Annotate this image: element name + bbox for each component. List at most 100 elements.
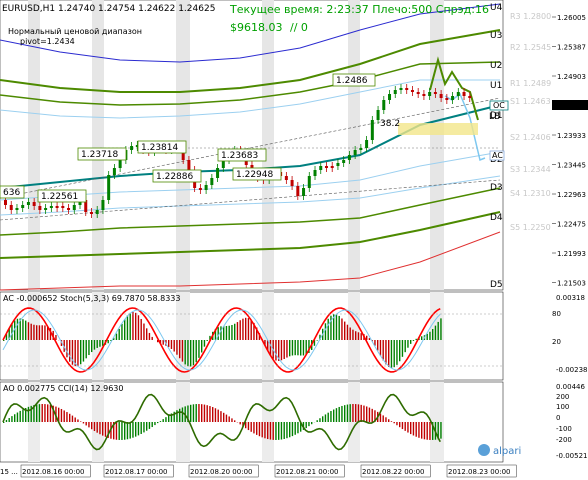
ao-bar [212,407,214,422]
ao-bar [335,408,338,422]
ac-bar [159,340,162,344]
ac-bar [74,340,76,367]
candle-body [330,166,334,168]
ac-bar [44,325,46,340]
time-tick-label: 2012.08.17 00:00 [105,468,167,476]
ac-bar [140,318,142,340]
ao-bar [91,422,93,430]
ac-bar [247,318,250,340]
ao-bar [385,417,387,422]
ao-bar [437,422,439,440]
ac-bar [407,340,409,348]
candle-body [296,186,300,196]
ao-bar [74,417,76,422]
main-chart-area[interactable] [0,0,504,291]
lb-marker: LB [489,112,500,122]
ac-bar [327,318,329,340]
ao-axis-label: 0 [556,414,560,422]
ac-bar [129,312,131,340]
ac-bar [283,340,285,360]
ao-bar [352,404,354,422]
ao-bar [198,404,200,422]
server-time: Текущее время: 2:23:37 Плечо:500 Спрэд:1… [229,3,489,16]
ac-bar [107,340,109,344]
ao-axis-bg [505,382,588,463]
candle-body [44,208,48,210]
ao-bar [388,419,390,422]
ao-bar [30,405,32,422]
ao-bar [247,422,250,431]
ao-bar [154,422,156,426]
ao-bar [267,422,269,440]
ao-bar [195,404,197,422]
ao-bar [44,404,46,422]
ao-bar [132,422,134,438]
ac-bar [170,340,173,349]
ao-title: AO 0.002775 CCI(14) 12.9630 [3,384,123,393]
level-label: D5 [490,280,503,290]
ao-bar [401,422,404,430]
ac-bar [426,333,428,340]
ao-bar [379,413,382,422]
ac-bar [355,331,357,340]
price-tick-label: 1.23933 [557,132,586,140]
candle-body [118,160,122,168]
ac-bar [253,322,255,340]
session-band [262,292,274,380]
ac-bar [429,331,431,340]
ac-bar [3,340,5,341]
ac-marker: AC [492,151,503,160]
candle-body [26,202,30,205]
price-label-box [152,169,202,183]
ac-bar [410,340,412,344]
ao-bar [338,406,340,422]
ao-bar [311,422,313,425]
ao-bar [58,407,60,422]
ao-bar [228,416,230,422]
current-price-marker [552,100,588,110]
ao-bar [316,420,318,422]
pivot-level-label: R3 1.2800 [510,12,551,21]
ac-bar [396,340,398,365]
ac-bar [302,340,305,356]
ac-bar [132,312,134,340]
ac-bar [335,314,338,340]
ac-axis-label: -0.00238 [556,366,587,374]
ao-bar [5,420,8,422]
ao-bar [168,415,170,422]
candle-body [433,92,437,94]
ac-bar [148,332,151,340]
candle-body [302,188,306,196]
ao-bar [41,404,43,422]
price-label-box [37,189,87,203]
ac-bar [344,321,346,340]
ao-bar [16,412,19,422]
time-tick-box [103,464,174,478]
ao-bar [275,422,277,440]
pivot-level-label: R1 1.2489 [510,79,551,88]
ac-bar [434,325,437,340]
ac-bar [412,340,415,341]
ao-bar [80,421,82,422]
candle-body [347,155,351,160]
time-tick-label: 2012.08.20 00:00 [190,468,252,476]
ao-bar [327,412,329,422]
price-label: 1.23683 [221,151,258,161]
ac-bar [404,340,406,353]
candle-body [319,166,323,170]
ac-bar [228,325,230,340]
ao-axis-label: 200 [556,393,569,401]
time-tick-box [188,464,259,478]
candle-body [342,160,346,163]
candle-body [399,88,403,90]
cci-line [2,393,441,451]
candle-body [410,90,414,92]
session-band [430,382,444,462]
ac-bar [217,327,219,340]
pivot-label: pivot=1.2434 [20,37,75,46]
ao-bar [82,422,85,424]
ao-axis-label: -200 [556,436,572,444]
candle-body [112,168,116,175]
ao-bar [399,422,401,428]
